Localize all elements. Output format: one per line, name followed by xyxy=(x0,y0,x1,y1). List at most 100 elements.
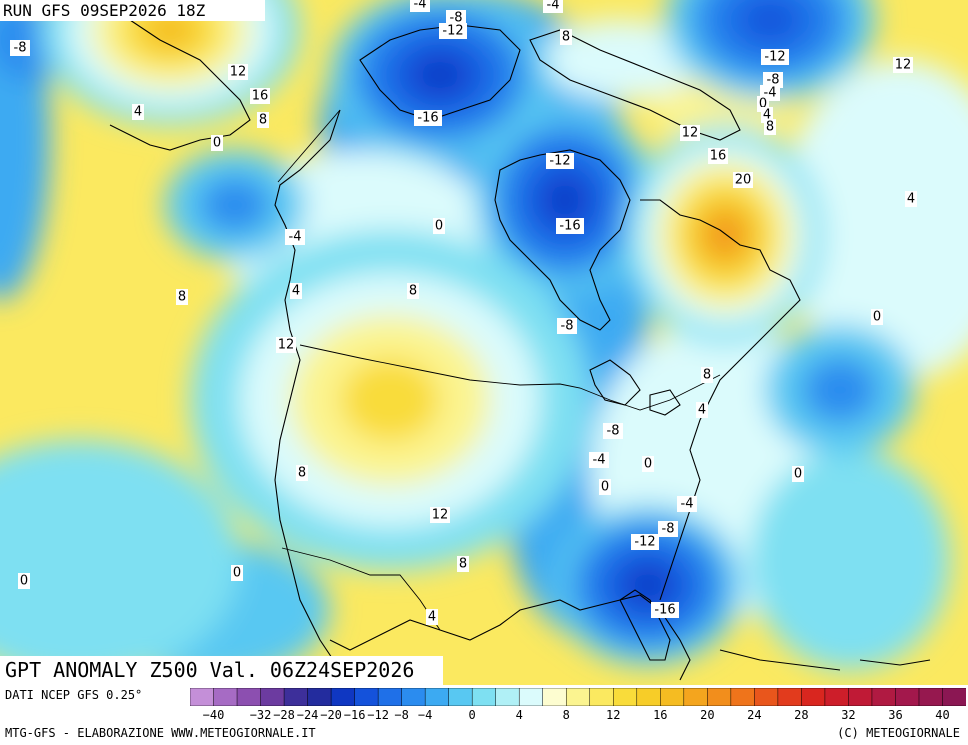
contour-label-bg xyxy=(764,119,776,135)
contour-label: -8 xyxy=(662,522,675,537)
contour-label: 0 xyxy=(213,136,221,151)
color-scale-swatch xyxy=(401,688,426,706)
coastline-alaska xyxy=(109,19,251,151)
legend-footer: DATI NCEP GFS 0.25° −40 −32 −28 −24 −20 −16 −1… xyxy=(0,685,968,745)
color-scale-tick: −12 xyxy=(367,708,389,722)
color-scale-swatch xyxy=(660,688,685,706)
contour-label: -12 xyxy=(442,24,463,39)
contour-label: 0 xyxy=(233,566,241,581)
border-us-mexico xyxy=(281,547,441,631)
data-source-label: DATI NCEP GFS 0.25° xyxy=(5,688,143,702)
contour-label-bg xyxy=(893,57,913,73)
color-scale-swatch xyxy=(236,688,262,706)
contour-label: 4 xyxy=(698,403,706,418)
map-title: GPT ANOMALY Z500 Val. 06Z24SEP2026 xyxy=(0,656,443,685)
color-scale-swatch xyxy=(613,688,638,706)
contour-label: 0 xyxy=(20,574,28,589)
color-scale-tick: −24 xyxy=(296,708,319,722)
anomaly-field xyxy=(0,0,968,680)
geography-outlines xyxy=(109,19,931,681)
color-scale-tick: 8 xyxy=(562,708,570,722)
color-scale-swatch xyxy=(707,688,732,706)
contour-label-bg xyxy=(733,172,753,188)
contour-label-bg xyxy=(680,125,700,141)
contour-label: 0 xyxy=(794,467,802,482)
contour-label: 16 xyxy=(252,89,269,104)
contour-label: -8 xyxy=(561,319,574,334)
contour-label-bg xyxy=(658,521,678,537)
color-scale-tick: 28 xyxy=(794,708,809,722)
color-scale-tick: −20 xyxy=(320,708,342,722)
contour-label: 12 xyxy=(278,338,295,353)
contour-label-bg xyxy=(457,556,469,572)
anomaly-center-atlantic-low xyxy=(802,357,878,423)
contour-label-bg xyxy=(599,479,611,495)
contour-label-bg xyxy=(285,229,305,245)
contour-label: -8 xyxy=(607,424,620,439)
color-scale-swatch xyxy=(424,688,450,706)
color-scale-tick: −40 xyxy=(202,708,225,722)
color-scale-swatch xyxy=(942,688,966,706)
anomaly-region xyxy=(750,450,950,670)
contour-label: 8 xyxy=(459,557,467,572)
contour-label-bg xyxy=(211,135,223,151)
color-scale-tick: 40 xyxy=(935,708,950,722)
contour-label-bg xyxy=(560,29,572,45)
contour-label-bg xyxy=(677,496,697,512)
coastline-east xyxy=(640,199,801,601)
contour-label: 8 xyxy=(178,290,186,305)
color-scale-swatch xyxy=(283,688,309,706)
contour-label-bg xyxy=(543,0,563,13)
color-scale-tick: −4 xyxy=(417,708,433,722)
run-label: RUN GFS 09SEP2026 18Z xyxy=(0,0,265,21)
contour-label-bg xyxy=(132,104,144,120)
contour-label-bg xyxy=(792,466,804,482)
contour-label-bg xyxy=(410,0,430,12)
contour-label-bg xyxy=(642,456,654,472)
color-scale-swatch xyxy=(589,688,615,706)
contour-label: 8 xyxy=(409,284,417,299)
color-scale-tick: 0 xyxy=(468,708,476,722)
coastline-caribbean xyxy=(719,649,931,671)
color-scale-swatch xyxy=(495,688,520,706)
contour-label-bg xyxy=(557,318,577,334)
color-scale-tick: 12 xyxy=(606,708,621,722)
contour-label: -4 xyxy=(289,230,302,245)
anomaly-center-baffin-low xyxy=(418,58,462,92)
anomaly-center-hudson-low xyxy=(547,181,583,219)
contour-label: -4 xyxy=(681,497,694,512)
contour-label: 12 xyxy=(682,126,699,141)
contour-label: 8 xyxy=(766,120,774,135)
color-scale-tick: −8 xyxy=(394,708,409,722)
color-scale-swatch xyxy=(730,688,756,706)
contour-label-bg xyxy=(290,283,302,299)
border-canada-us xyxy=(299,344,721,411)
contour-label-bg xyxy=(250,88,270,104)
contour-label: 12 xyxy=(432,508,449,523)
color-scale-swatch xyxy=(636,688,662,706)
contour-label: -16 xyxy=(654,603,675,618)
contour-label: 0 xyxy=(759,97,767,112)
contour-label: -12 xyxy=(634,535,655,550)
anomaly-region xyxy=(0,440,240,680)
anomaly-center-florida-low xyxy=(629,569,667,601)
color-scale-swatch xyxy=(565,688,591,706)
contour-label: 4 xyxy=(907,192,915,207)
contour-label: -8 xyxy=(14,41,27,56)
contour-label-bg xyxy=(556,218,584,234)
contour-label: 4 xyxy=(763,108,771,123)
contour-label: 4 xyxy=(292,284,300,299)
contour-label-bg xyxy=(631,534,659,550)
contour-label: 12 xyxy=(230,65,247,80)
contour-label: -4 xyxy=(547,0,560,13)
contour-label-bg xyxy=(414,110,442,126)
contour-label: 8 xyxy=(259,113,267,128)
contour-label-bg xyxy=(296,465,308,481)
contour-label: 0 xyxy=(435,219,443,234)
color-scale-tick: 4 xyxy=(515,708,523,722)
color-scale-swatch xyxy=(754,688,779,706)
contour-label-bg xyxy=(18,573,30,589)
contour-label-bg xyxy=(276,337,296,353)
contour-label: 4 xyxy=(428,610,436,625)
contour-label-bg xyxy=(589,452,609,468)
